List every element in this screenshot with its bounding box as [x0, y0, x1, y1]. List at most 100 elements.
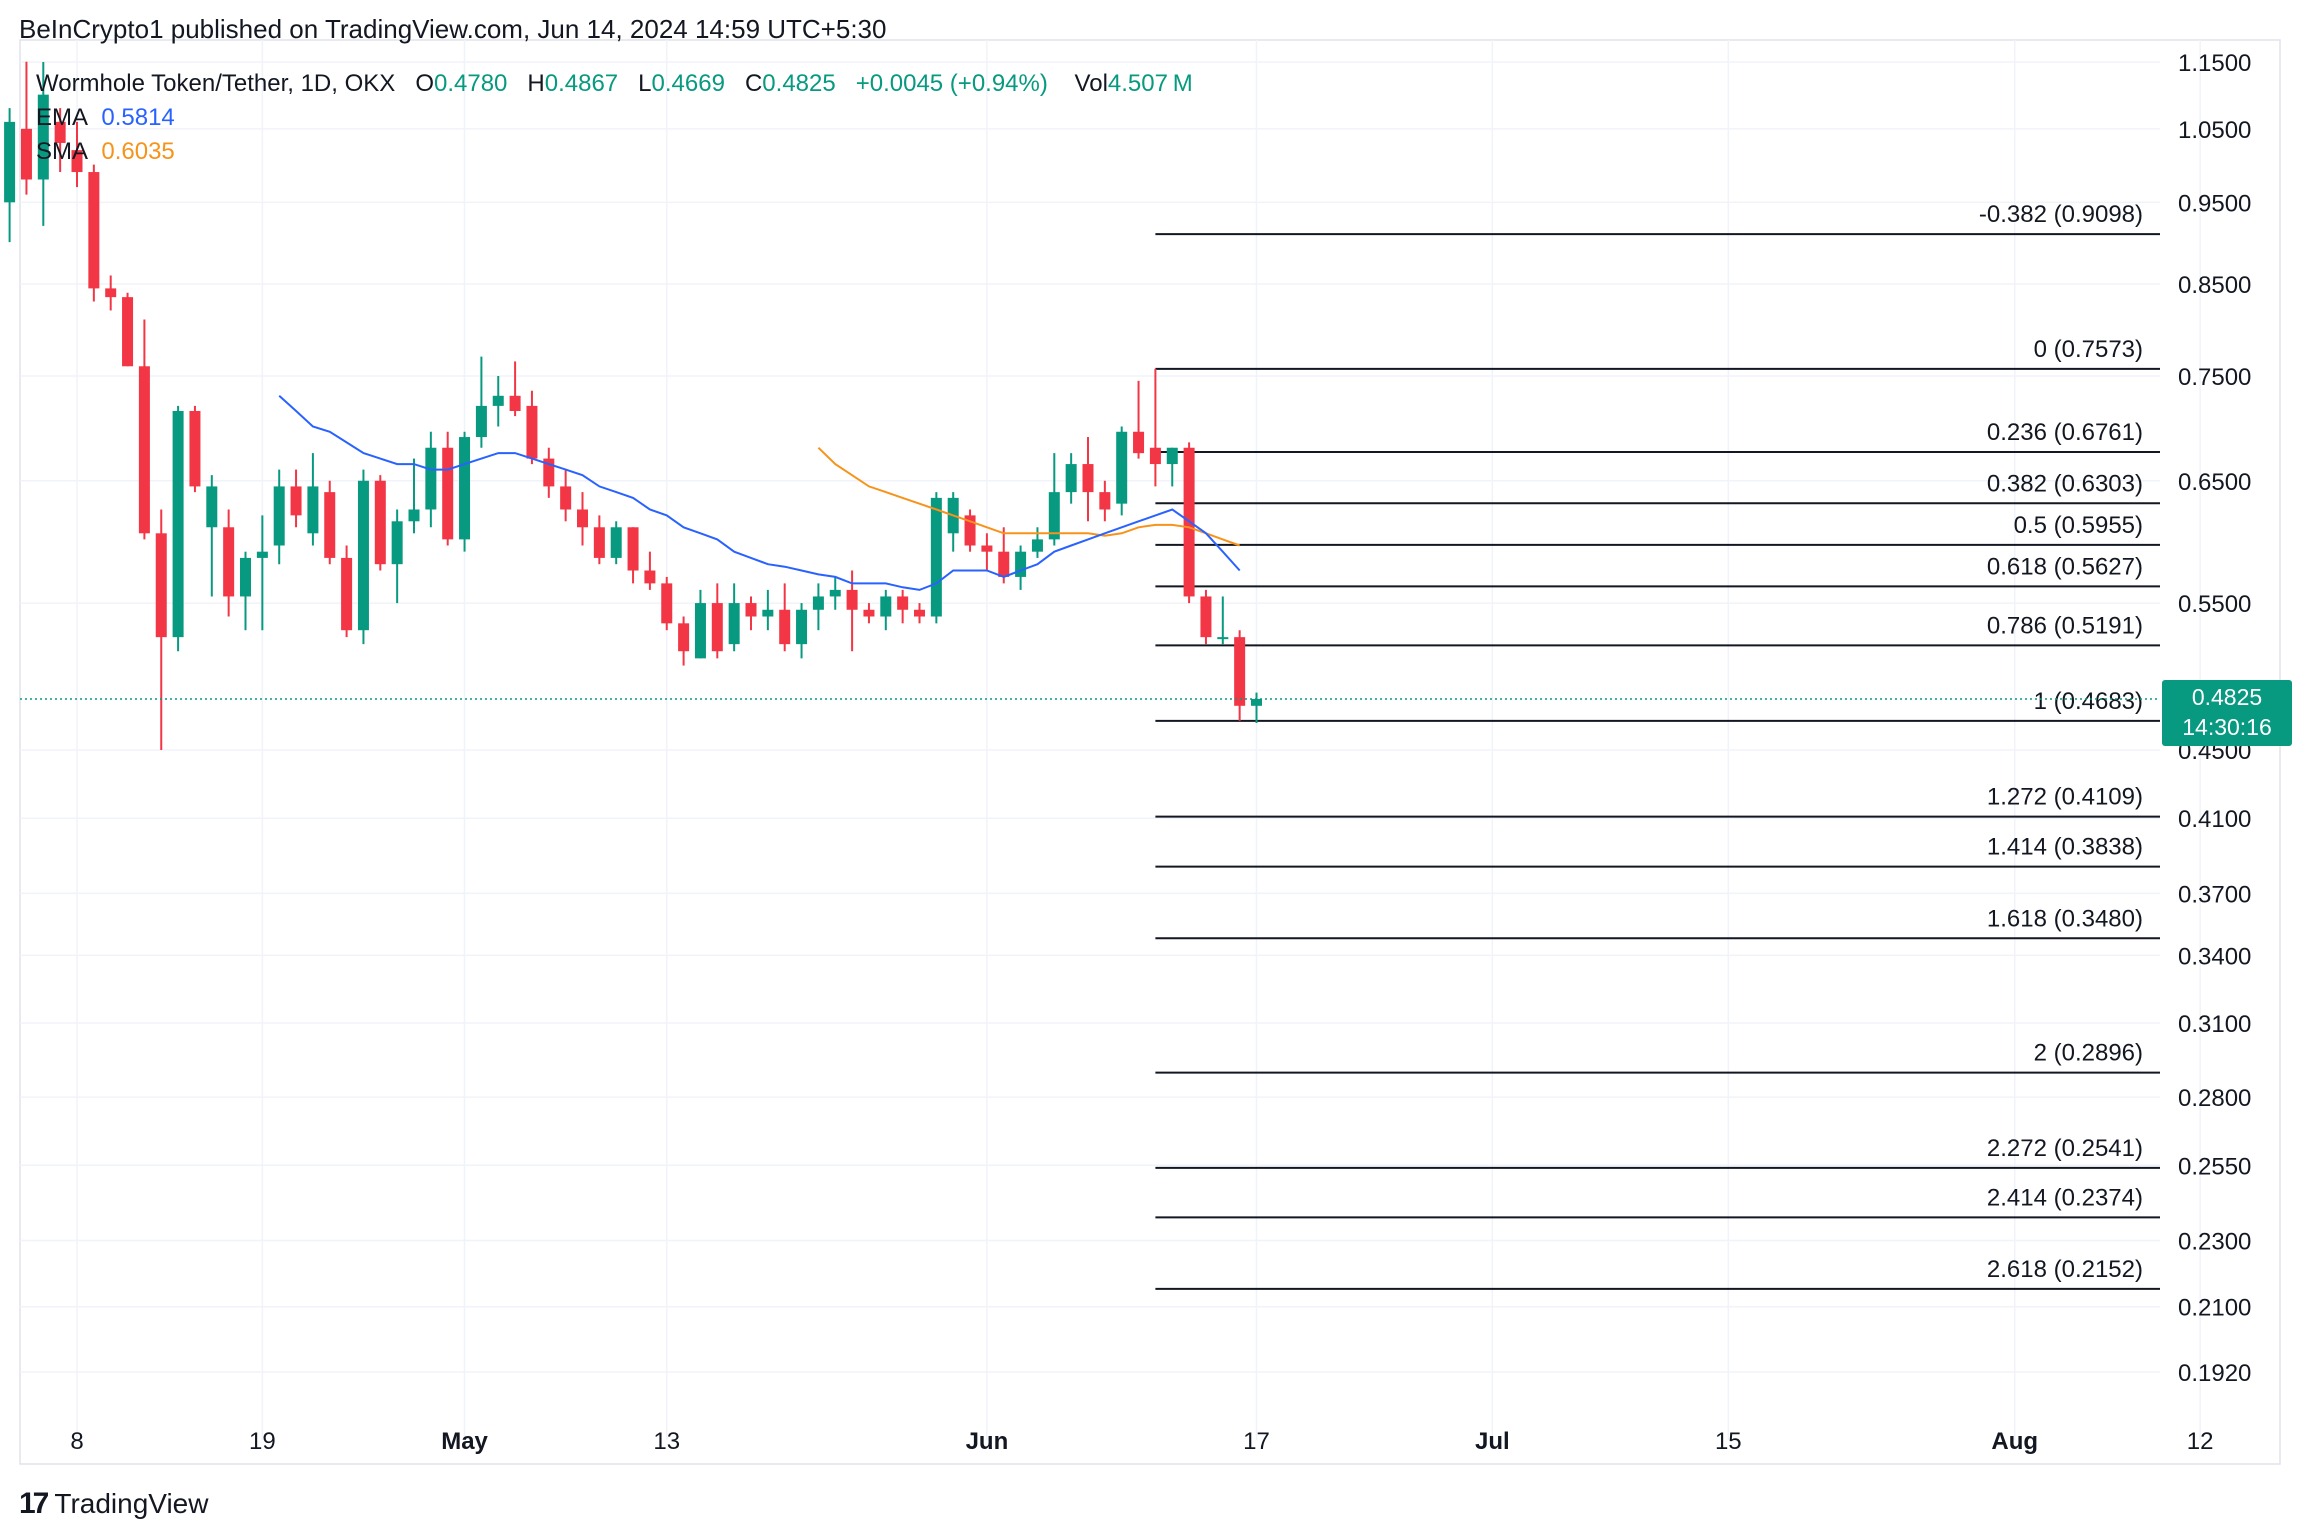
fib-level-label: 1.618 (0.3480): [1987, 905, 2143, 932]
candle-body[interactable]: [1251, 698, 1262, 706]
candle-body[interactable]: [762, 609, 774, 617]
candle-body[interactable]: [1031, 539, 1043, 552]
candle-body[interactable]: [880, 596, 892, 617]
candle-body[interactable]: [728, 603, 740, 645]
candle-body[interactable]: [37, 94, 49, 180]
candle-body[interactable]: [374, 480, 386, 565]
candle-body[interactable]: [408, 509, 420, 522]
candle-body[interactable]: [155, 533, 167, 638]
candle-body[interactable]: [644, 570, 656, 584]
candle-body[interactable]: [1065, 464, 1077, 493]
candle-body[interactable]: [796, 609, 808, 645]
candle-body[interactable]: [475, 405, 487, 438]
candle-body[interactable]: [256, 551, 268, 558]
volume-value: 4.507 M: [1107, 70, 1193, 97]
price-tick-label: 0.3700: [2178, 881, 2251, 908]
fib-level-label: 1.414 (0.3838): [1987, 834, 2143, 861]
candle-body[interactable]: [779, 609, 791, 645]
symbol-legend: Wormhole Token/Tether, 1D, OKX O0.4780 H…: [36, 70, 1193, 98]
candle-body[interactable]: [610, 527, 622, 558]
candle-body[interactable]: [981, 545, 993, 552]
candle-body[interactable]: [240, 557, 251, 597]
candle-body[interactable]: [442, 447, 454, 540]
candle-body[interactable]: [914, 609, 925, 617]
tradingview-logo[interactable]: 17 TradingView: [19, 1487, 208, 1521]
candle-body[interactable]: [105, 288, 117, 298]
candle-body[interactable]: [391, 521, 403, 565]
candle-body[interactable]: [711, 603, 723, 652]
candle-body[interactable]: [71, 150, 83, 173]
candle-body[interactable]: [964, 515, 976, 546]
candle-body[interactable]: [1217, 637, 1229, 640]
candle-body[interactable]: [172, 410, 184, 638]
candle-body[interactable]: [998, 551, 1010, 577]
symbol-name[interactable]: Wormhole Token/Tether, 1D, OKX: [36, 70, 396, 97]
candle-body[interactable]: [425, 447, 437, 510]
candle-body[interactable]: [829, 589, 841, 597]
candle-body[interactable]: [812, 596, 824, 610]
ema-line[interactable]: [278, 395, 1241, 591]
candle-body[interactable]: [324, 492, 336, 558]
sma-line[interactable]: [817, 446, 1241, 547]
sma-legend[interactable]: SMA 0.6035: [36, 138, 175, 166]
low-label: L: [638, 70, 652, 97]
candle-body[interactable]: [223, 527, 235, 597]
candle-body[interactable]: [543, 458, 555, 487]
time-tick-label: May: [441, 1428, 488, 1455]
candle-body[interactable]: [560, 486, 572, 510]
time-tick-label: 19: [249, 1428, 276, 1455]
candle-body[interactable]: [4, 121, 16, 203]
bar-countdown: 14:30:16: [2182, 714, 2272, 740]
candle-body[interactable]: [593, 527, 605, 558]
fib-level-label: -0.382 (0.9098): [1979, 201, 2143, 228]
volume-label: Vol: [1074, 70, 1108, 97]
last-price-value: 0.4825: [2191, 684, 2263, 710]
candle-body[interactable]: [627, 527, 639, 571]
candle-body[interactable]: [1133, 431, 1145, 454]
candle-body[interactable]: [694, 603, 706, 659]
candle-body[interactable]: [189, 410, 201, 487]
candle-body[interactable]: [54, 121, 66, 143]
time-tick-label: Jun: [966, 1428, 1009, 1455]
candle-body[interactable]: [846, 589, 858, 610]
low-value: 0.4669: [651, 70, 725, 97]
candle-body[interactable]: [1048, 492, 1060, 540]
fib-level-label: 0.786 (0.5191): [1987, 612, 2143, 639]
candle-body[interactable]: [1234, 637, 1246, 706]
candle-body[interactable]: [745, 603, 757, 617]
candle-body[interactable]: [1082, 464, 1094, 493]
candle-body[interactable]: [341, 557, 353, 631]
candle-body[interactable]: [1099, 492, 1111, 510]
price-tick-label: 0.2300: [2178, 1228, 2251, 1255]
candle-body[interactable]: [863, 609, 875, 617]
candle-body[interactable]: [678, 623, 690, 652]
candle-body[interactable]: [290, 486, 302, 516]
candle-body[interactable]: [273, 486, 285, 546]
candle-body[interactable]: [1149, 447, 1161, 465]
candle-body[interactable]: [897, 596, 909, 610]
candle-body[interactable]: [122, 297, 134, 367]
candle-body[interactable]: [526, 405, 538, 459]
candle-body[interactable]: [459, 437, 471, 540]
candle-body[interactable]: [1116, 431, 1128, 504]
candle-body[interactable]: [206, 486, 218, 528]
candle-body[interactable]: [307, 486, 319, 534]
candle-body[interactable]: [138, 366, 150, 534]
ema-legend[interactable]: EMA 0.5814: [36, 104, 175, 132]
price-tick-label: 0.4100: [2178, 806, 2251, 833]
candle-body[interactable]: [930, 497, 942, 617]
candle-body[interactable]: [492, 395, 504, 406]
candle-body[interactable]: [577, 509, 588, 528]
candle-body[interactable]: [88, 172, 100, 289]
candle-body[interactable]: [1015, 551, 1027, 577]
price-tick-label: 0.1920: [2178, 1360, 2251, 1387]
time-tick-label: Jul: [1475, 1428, 1510, 1455]
close-label: C: [744, 70, 763, 97]
candle-body[interactable]: [509, 395, 521, 411]
candle-body[interactable]: [20, 128, 32, 180]
candle-body[interactable]: [1200, 596, 1212, 638]
candle-body[interactable]: [661, 583, 673, 624]
candle-body[interactable]: [357, 480, 369, 631]
candle-body[interactable]: [1166, 447, 1178, 465]
